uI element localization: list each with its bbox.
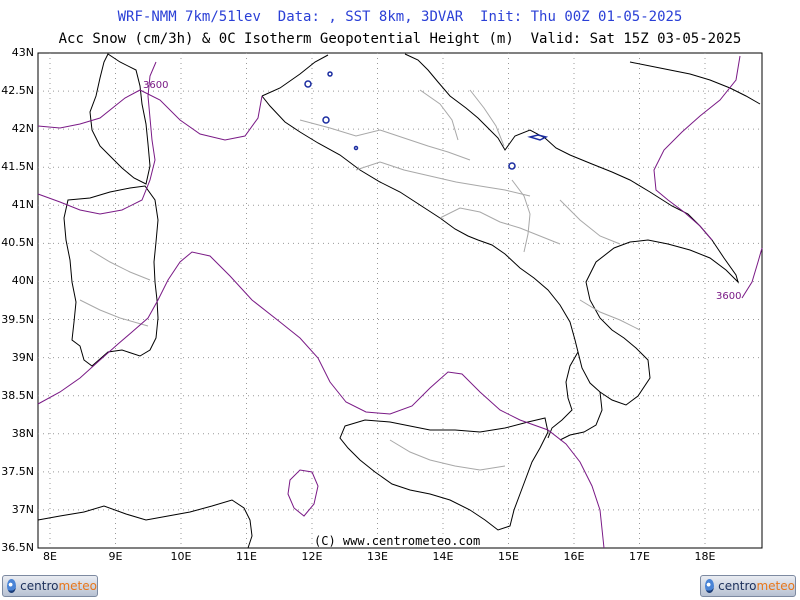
- map-frame: [37, 52, 763, 549]
- lat-label: 40.5N: [1, 236, 34, 250]
- lon-label: 9E: [108, 550, 123, 563]
- field-valid-title: Acc Snow (cm/3h) & 0C Isotherm Geopotent…: [58, 31, 742, 47]
- lat-label: 38.5N: [1, 388, 34, 402]
- lat-label: 38N: [11, 426, 34, 440]
- lon-label: 17E: [629, 550, 650, 563]
- lat-label: 43N: [11, 46, 34, 59]
- lat-label: 36.5N: [1, 541, 34, 554]
- lat-label: 42N: [11, 122, 34, 136]
- lon-label: 14E: [432, 550, 454, 563]
- lat-label: 37N: [11, 502, 34, 516]
- lon-label: 18E: [694, 550, 716, 563]
- logo-text: centrometeo: [718, 579, 795, 593]
- lat-label: 39.5N: [1, 312, 34, 326]
- lon-label: 10E: [170, 550, 192, 563]
- lon-label: 15E: [498, 550, 519, 563]
- lon-label: 13E: [367, 550, 388, 563]
- lat-label: 39N: [11, 350, 34, 364]
- logo-text: centrometeo: [20, 579, 97, 593]
- lon-label: 12E: [301, 550, 323, 563]
- centrometeo-logo-left[interactable]: centrometeo: [2, 575, 98, 597]
- corsica-coastline: [89, 53, 151, 185]
- tunisia-coastline: [37, 499, 253, 549]
- centrometeo-logo-right[interactable]: centrometeo: [700, 575, 796, 597]
- snow-accumulation: [304, 71, 549, 170]
- copyright-text: (C) www.centrometeo.com: [314, 534, 480, 548]
- lat-label: 40N: [11, 274, 34, 288]
- globe-icon: [7, 579, 17, 593]
- contour-label-east: 3600: [716, 291, 741, 302]
- lon-label: 16E: [563, 550, 585, 563]
- contour-label-north: 3600: [143, 80, 168, 91]
- region-borders: [79, 89, 641, 471]
- graticule: [38, 53, 762, 548]
- sardinia-coastline: [63, 185, 159, 367]
- lon-label: 11E: [236, 550, 257, 563]
- lat-label: 41N: [11, 198, 34, 212]
- lon-label: 8E: [43, 550, 57, 563]
- globe-icon: [705, 579, 715, 593]
- sicily-coastline: [339, 417, 549, 531]
- isotherm-contours: [37, 55, 763, 549]
- lat-label: 37.5N: [1, 464, 34, 478]
- lat-label: 42.5N: [1, 84, 34, 98]
- balkan-coastline: [629, 61, 761, 105]
- run-info-title: WRF-NMM 7km/51lev Data: , SST 8km, 3DVAR…: [117, 9, 683, 25]
- lat-label: 41.5N: [1, 160, 34, 174]
- calabria-coastline: [547, 351, 603, 441]
